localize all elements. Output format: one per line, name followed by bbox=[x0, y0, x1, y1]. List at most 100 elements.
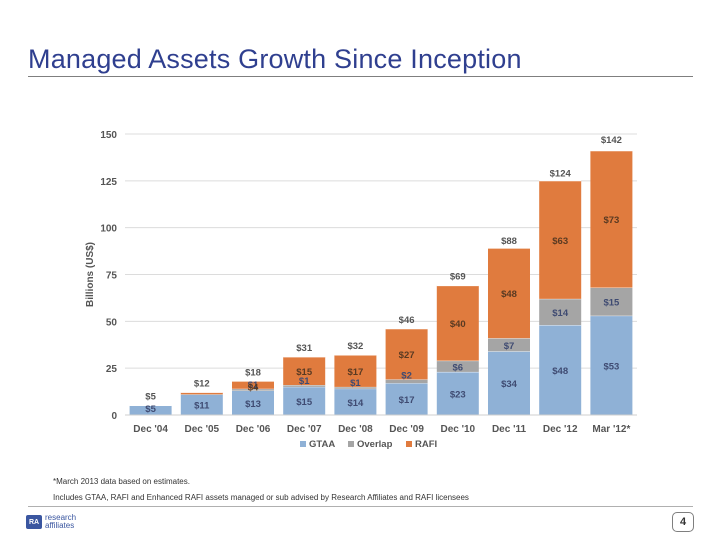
bar-gtaa bbox=[283, 386, 326, 415]
bar-rafi bbox=[539, 180, 582, 299]
data-label-total: $18 bbox=[245, 367, 261, 378]
y-tick-label: 50 bbox=[106, 317, 118, 328]
y-tick-label: 75 bbox=[106, 271, 118, 282]
data-label-gtaa: $11 bbox=[194, 401, 210, 412]
page-title: Managed Assets Growth Since Inception bbox=[28, 44, 522, 74]
x-tick-label: Dec '10 bbox=[440, 424, 475, 435]
data-label-total: $142 bbox=[601, 135, 622, 146]
data-label-gtaa: $14 bbox=[347, 398, 364, 409]
data-label-rafi: $4 bbox=[248, 382, 259, 393]
x-tick-label: Dec '04 bbox=[133, 424, 168, 435]
legend-label: RAFI bbox=[415, 439, 437, 450]
x-tick-label: Dec '11 bbox=[492, 424, 527, 435]
bar-rafi bbox=[590, 150, 633, 288]
stacked-bar-chart: $5$5$11$12$13$1$4$18$15$1$15$31$14$1$17$… bbox=[85, 130, 637, 450]
data-label-total: $5 bbox=[145, 392, 156, 403]
bar-rafi bbox=[232, 381, 274, 389]
data-label-rafi: $63 bbox=[552, 236, 568, 247]
logo-line-2: affiliates bbox=[45, 521, 75, 530]
data-label-overlap: $1 bbox=[350, 378, 361, 389]
y-axis-title: Billions (US$) bbox=[85, 242, 96, 307]
bar-rafi bbox=[283, 356, 326, 386]
data-label-gtaa: $5 bbox=[145, 404, 156, 415]
x-tick-label: Dec '08 bbox=[338, 424, 373, 435]
bar-overlap bbox=[334, 386, 377, 389]
bar-overlap bbox=[385, 379, 428, 384]
logo-line-1: research bbox=[45, 513, 77, 522]
title-divider bbox=[28, 76, 693, 77]
bar-gtaa bbox=[232, 390, 274, 415]
bar-gtaa bbox=[488, 351, 530, 415]
research-affiliates-logo: RA research affiliates bbox=[26, 513, 76, 531]
bar-overlap bbox=[232, 388, 274, 391]
data-label-gtaa: $13 bbox=[245, 399, 261, 410]
data-label-gtaa: $53 bbox=[603, 361, 619, 372]
data-label-gtaa: $48 bbox=[552, 366, 568, 377]
data-label-rafi: $48 bbox=[501, 289, 517, 300]
data-label-overlap: $14 bbox=[552, 308, 569, 319]
bar-gtaa bbox=[590, 315, 633, 415]
data-label-overlap: $1 bbox=[248, 380, 259, 391]
logo-text: research affiliates bbox=[45, 514, 76, 530]
bar-overlap bbox=[488, 338, 530, 352]
x-tick-label: Dec '09 bbox=[389, 424, 424, 435]
data-label-overlap: $1 bbox=[299, 376, 310, 387]
footer-divider bbox=[28, 506, 693, 507]
x-tick-label: Dec '05 bbox=[184, 424, 219, 435]
data-label-rafi: $40 bbox=[450, 319, 466, 330]
bar-rafi bbox=[385, 328, 428, 380]
legend-label: GTAA bbox=[309, 439, 335, 450]
bar-gtaa bbox=[436, 371, 479, 415]
y-tick-label: 150 bbox=[100, 130, 117, 141]
axis-layer: 0 25 50 75 100 125 150 Billions (US$) Dec '04 Dec… bbox=[85, 130, 637, 435]
y-tick-label: 100 bbox=[100, 224, 117, 235]
x-tick-label: Dec '06 bbox=[236, 424, 271, 435]
bar-gtaa bbox=[129, 405, 172, 415]
data-label-rafi: $27 bbox=[399, 350, 415, 361]
footnote-estimates: *March 2013 data based on estimates. bbox=[53, 477, 190, 486]
y-tick-label: 125 bbox=[100, 177, 117, 188]
data-label-total: $46 bbox=[399, 315, 415, 326]
legend-swatch bbox=[406, 441, 412, 447]
legend-layer: GTAA Overlap RAFI bbox=[300, 439, 437, 450]
legend-swatch bbox=[300, 441, 306, 447]
data-label-gtaa: $15 bbox=[296, 397, 313, 408]
data-label-total: $124 bbox=[550, 169, 572, 180]
y-tick-label: 0 bbox=[111, 411, 117, 422]
data-label-total: $12 bbox=[194, 379, 210, 390]
data-label-gtaa: $34 bbox=[501, 379, 518, 390]
x-tick-label: Mar '12* bbox=[592, 424, 630, 435]
legend-swatch bbox=[348, 441, 354, 447]
data-label-overlap: $6 bbox=[453, 362, 464, 373]
data-label-overlap: $7 bbox=[504, 341, 515, 352]
data-label-total: $32 bbox=[347, 341, 363, 352]
bar-gtaa bbox=[385, 383, 428, 415]
data-label-total: $31 bbox=[296, 343, 313, 354]
data-label-rafi: $73 bbox=[603, 215, 619, 226]
x-tick-label: Dec '12 bbox=[543, 424, 578, 435]
bar-gtaa bbox=[334, 388, 377, 415]
logo-mark: RA bbox=[26, 515, 42, 529]
bar-overlap bbox=[590, 287, 633, 316]
bar-layer bbox=[129, 150, 633, 415]
label-layer: $5$5$11$12$13$1$4$18$15$1$15$31$14$1$17$… bbox=[145, 135, 622, 415]
bar-gtaa bbox=[180, 394, 223, 415]
bar-rafi bbox=[488, 248, 530, 339]
x-tick-label: Dec '07 bbox=[287, 424, 322, 435]
bar-gtaa bbox=[539, 325, 582, 415]
data-label-total: $69 bbox=[450, 272, 466, 283]
data-label-gtaa: $17 bbox=[399, 395, 415, 406]
footnote-includes: Includes GTAA, RAFI and Enhanced RAFI as… bbox=[53, 493, 469, 502]
bar-rafi bbox=[180, 392, 223, 395]
bar-rafi bbox=[436, 285, 479, 361]
bar-overlap bbox=[283, 385, 326, 387]
data-label-total: $88 bbox=[501, 236, 517, 247]
data-label-overlap: $2 bbox=[401, 370, 412, 381]
data-label-overlap: $15 bbox=[603, 298, 620, 309]
bar-overlap bbox=[539, 298, 582, 326]
data-label-rafi: $15 bbox=[296, 367, 313, 378]
data-label-rafi: $17 bbox=[347, 367, 363, 378]
bar-rafi bbox=[334, 355, 377, 387]
bar-overlap bbox=[436, 360, 479, 372]
y-tick-label: 25 bbox=[106, 364, 118, 375]
